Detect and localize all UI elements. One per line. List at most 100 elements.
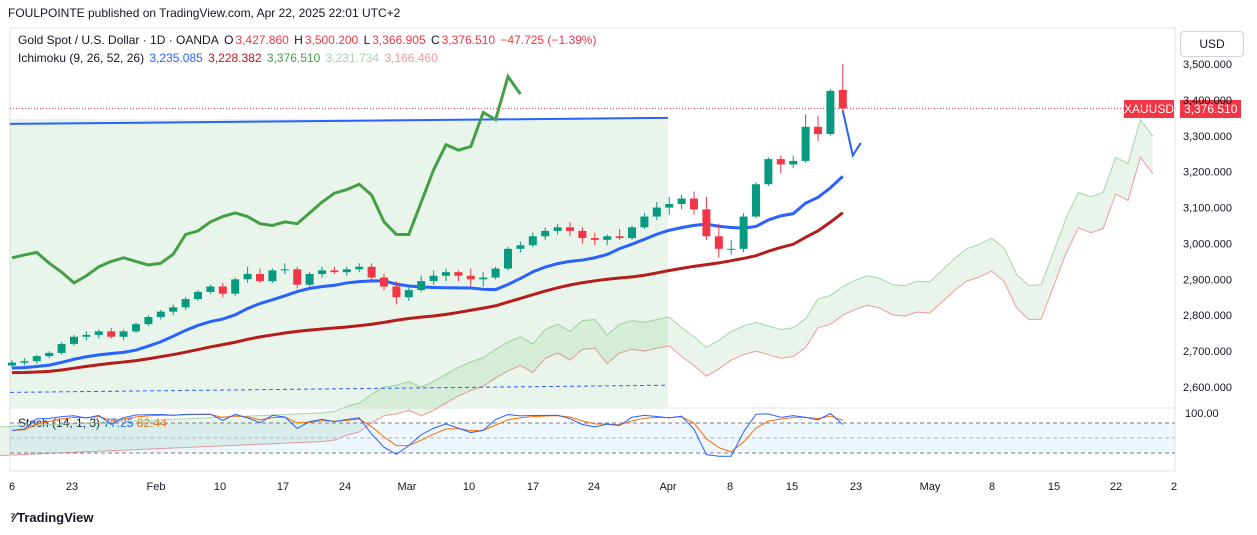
- candle: [578, 227, 587, 244]
- ichimoku-legend[interactable]: Ichimoku (9, 26, 52, 26) 3,235.085 3,228…: [18, 51, 440, 65]
- time-tick-label: 24: [588, 481, 600, 493]
- candle-body: [491, 268, 500, 278]
- ichimoku-name: Ichimoku (9, 26, 52, 26): [18, 51, 145, 65]
- candle-body: [615, 236, 624, 239]
- forecast-arrow: [841, 110, 862, 159]
- stoch-k-line: [11, 412, 844, 457]
- candle: [615, 229, 624, 240]
- candle-body: [801, 126, 810, 161]
- candle-body: [318, 270, 326, 274]
- candle-body: [243, 273, 252, 280]
- candle-body: [280, 269, 289, 271]
- candle-body: [814, 126, 822, 134]
- candle-body: [392, 286, 401, 298]
- candle-body: [442, 272, 450, 276]
- time-tick-label: 2: [1171, 481, 1177, 493]
- candle-body: [70, 336, 78, 344]
- time-tick-label: 8: [727, 481, 733, 493]
- symbol-legend: Gold Spot / U.S. Dollar · 1D · OANDA O 3,…: [18, 33, 598, 47]
- candle-body: [342, 269, 351, 273]
- time-tick-label: 17: [527, 481, 539, 493]
- candle-body: [553, 227, 562, 231]
- candle: [342, 266, 351, 276]
- candle-body: [752, 184, 760, 217]
- time-tick-label: 17: [277, 481, 289, 493]
- candle: [305, 272, 314, 287]
- chikou-value: 3,376.510: [266, 51, 321, 65]
- candle-body: [305, 273, 314, 285]
- candle: [776, 155, 785, 174]
- price-tick-label: 2,700.000: [1183, 346, 1232, 358]
- chikou-span: [11, 73, 522, 285]
- span-a-line: [0, 118, 1154, 428]
- candle-body: [566, 227, 574, 231]
- candle: [429, 270, 438, 285]
- candle: [442, 268, 450, 282]
- candle-body: [107, 331, 116, 337]
- candle-body: [838, 89, 847, 109]
- time-tick-label: 23: [66, 481, 78, 493]
- candle-body: [206, 286, 215, 292]
- candle: [690, 191, 698, 215]
- candle-body: [82, 334, 91, 337]
- kijun-value: 3,228.382: [208, 51, 262, 65]
- candle: [764, 157, 773, 187]
- candle: [479, 272, 488, 287]
- candle: [57, 342, 66, 355]
- price-tick-label: 3,100.000: [1183, 203, 1232, 215]
- candle-body: [417, 281, 426, 291]
- candle: [838, 63, 847, 112]
- time-tick-label: 22: [1110, 481, 1122, 493]
- high-label: H: [294, 33, 303, 47]
- candle: [82, 331, 91, 341]
- candle-body: [454, 272, 463, 276]
- candle-body: [119, 331, 128, 337]
- candle: [169, 304, 178, 316]
- stoch-d-line: [11, 413, 843, 453]
- candle: [330, 266, 339, 274]
- candle: [194, 290, 202, 301]
- time-tick-label: 6: [9, 481, 15, 493]
- candle-body: [826, 90, 835, 134]
- candle-body: [355, 266, 364, 270]
- candle-body: [367, 266, 376, 278]
- candle: [392, 281, 401, 305]
- candle-body: [702, 209, 711, 237]
- candle-body: [603, 236, 612, 240]
- candle-body: [194, 291, 202, 300]
- candle-body: [479, 277, 488, 280]
- open-label: O: [224, 33, 234, 47]
- price-tick-label: 3,000.000: [1183, 238, 1232, 250]
- low-label: L: [363, 33, 371, 47]
- candle: [814, 116, 822, 142]
- candle-body: [764, 159, 773, 185]
- time-tick-label: 10: [214, 481, 226, 493]
- price-tick-label: 2,800.000: [1183, 310, 1232, 322]
- candle: [318, 266, 326, 278]
- candle: [94, 329, 103, 339]
- candle-body: [665, 203, 674, 208]
- candle: [665, 196, 674, 215]
- candle: [181, 297, 190, 310]
- candle: [466, 268, 475, 287]
- price-tick-label: 3,500.000: [1183, 59, 1232, 71]
- kijun-sen: [11, 211, 844, 375]
- candle: [156, 309, 165, 320]
- change-value: −47.725 (−1.39%): [500, 33, 597, 47]
- candle-body: [714, 236, 723, 249]
- candle: [132, 322, 140, 334]
- candle-body: [541, 230, 550, 237]
- candle: [107, 327, 116, 339]
- candle: [355, 263, 364, 273]
- currency-button[interactable]: USD: [1180, 31, 1244, 57]
- candle: [652, 202, 661, 221]
- time-tick-label: 15: [786, 481, 798, 493]
- candle: [144, 315, 153, 326]
- high-value: 3,500.200: [304, 33, 359, 47]
- stoch-tick-label: 100.00: [1185, 408, 1219, 420]
- candle-body: [776, 159, 785, 165]
- candle: [243, 266, 252, 283]
- candle: [404, 286, 413, 301]
- candle-body: [231, 279, 240, 294]
